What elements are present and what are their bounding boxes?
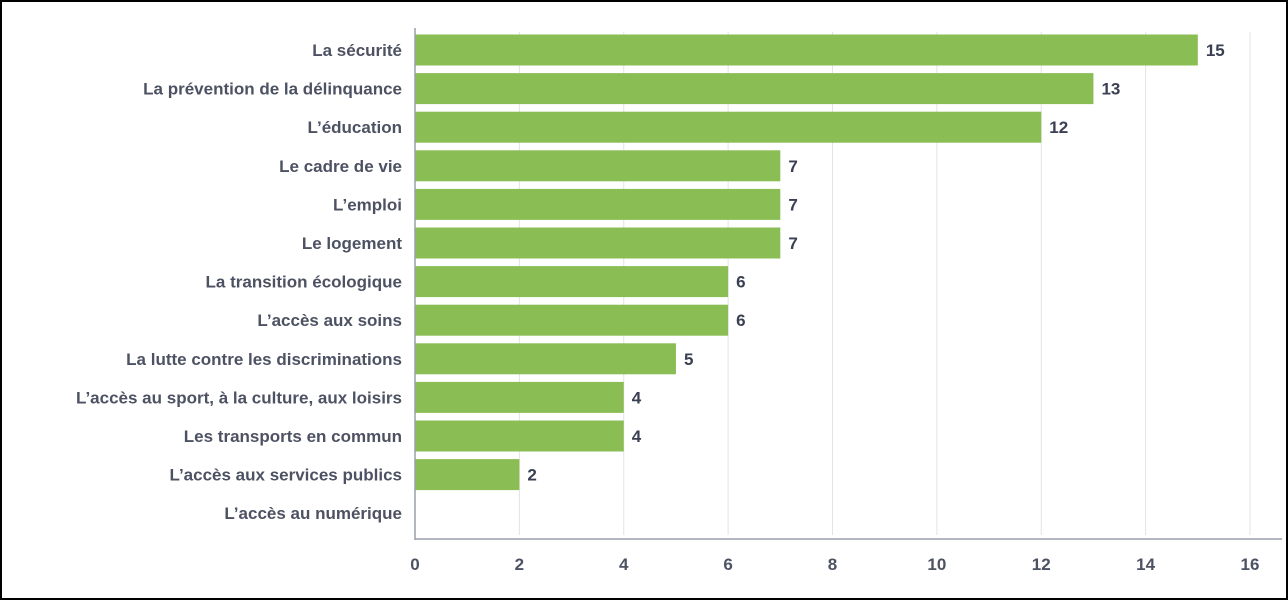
category-label: L’emploi — [333, 195, 402, 214]
bar — [415, 188, 781, 220]
x-tick-label: 6 — [723, 555, 732, 574]
data-label: 5 — [684, 350, 693, 369]
bar — [415, 266, 729, 298]
data-label: 12 — [1049, 118, 1068, 137]
data-label: 7 — [788, 157, 797, 176]
x-tick-label: 16 — [1241, 555, 1260, 574]
category-label: L’accès aux services publics — [170, 466, 402, 485]
category-label: L’accès au numérique — [224, 504, 402, 523]
category-label: Le cadre de vie — [279, 157, 402, 176]
data-label: 4 — [632, 388, 642, 407]
category-label: La prévention de la délinquance — [143, 80, 402, 99]
x-tick-label: 4 — [619, 555, 629, 574]
data-label: 2 — [527, 466, 536, 485]
data-label: 13 — [1101, 80, 1120, 99]
bar — [415, 34, 1198, 66]
x-tick-label: 12 — [1032, 555, 1051, 574]
category-label: Les transports en commun — [184, 427, 402, 446]
bar — [415, 381, 624, 413]
x-tick-label: 0 — [410, 555, 419, 574]
x-tick-label: 8 — [828, 555, 837, 574]
data-label: 4 — [632, 427, 642, 446]
category-label: L’éducation — [308, 118, 402, 137]
bar — [415, 150, 781, 182]
data-label: 7 — [788, 234, 797, 253]
bar — [415, 420, 624, 452]
x-tick-label: 2 — [515, 555, 524, 574]
category-label: La lutte contre les discriminations — [126, 350, 402, 369]
category-label: Le logement — [302, 234, 402, 253]
data-label: 15 — [1206, 41, 1225, 60]
category-label: La sécurité — [312, 41, 402, 60]
data-label: 6 — [736, 311, 745, 330]
category-label: L’accès aux soins — [257, 311, 402, 330]
data-label: 6 — [736, 273, 745, 292]
bar — [415, 227, 781, 259]
bar — [415, 304, 729, 336]
bar — [415, 111, 1042, 143]
x-tick-label: 14 — [1136, 555, 1155, 574]
bar — [415, 343, 676, 375]
bar — [415, 73, 1094, 105]
x-tick-label: 10 — [927, 555, 946, 574]
data-label: 7 — [788, 195, 797, 214]
category-label: L’accès au sport, à la culture, aux lois… — [76, 388, 402, 407]
category-label: La transition écologique — [206, 273, 402, 292]
bar — [415, 459, 520, 491]
